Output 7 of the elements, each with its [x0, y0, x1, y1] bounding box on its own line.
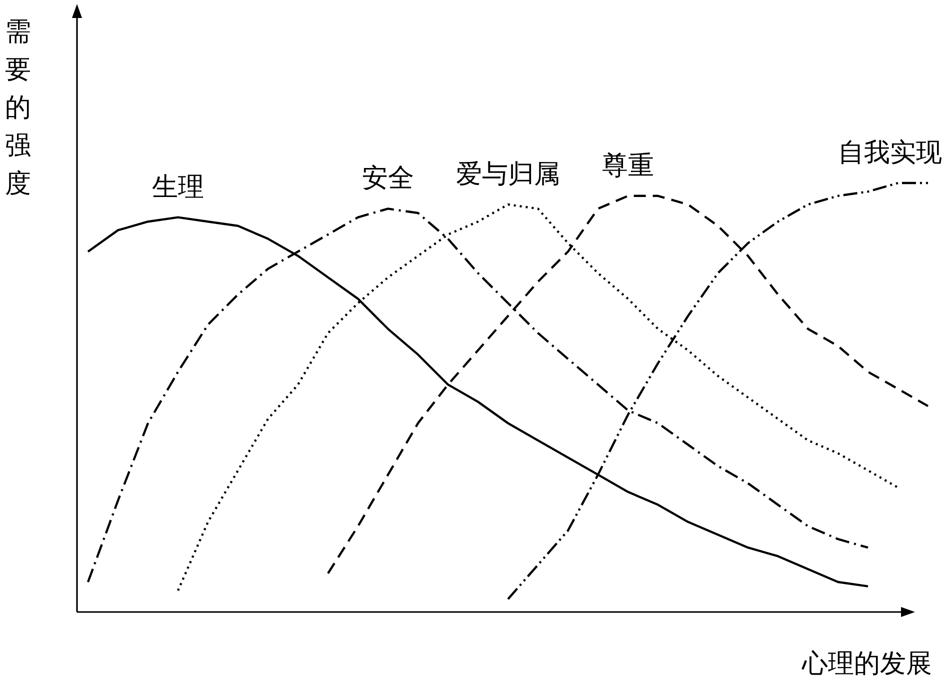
series-label: 爱与归属 — [456, 159, 560, 190]
series-label: 生理 — [152, 172, 204, 202]
series-label: 安全 — [362, 164, 414, 194]
y-axis-title: 需要的强度 — [5, 17, 31, 199]
series-label: 尊重 — [602, 150, 654, 181]
x-axis-title: 心理的发展 — [801, 649, 932, 679]
series-label: 自我实现 — [838, 138, 942, 168]
